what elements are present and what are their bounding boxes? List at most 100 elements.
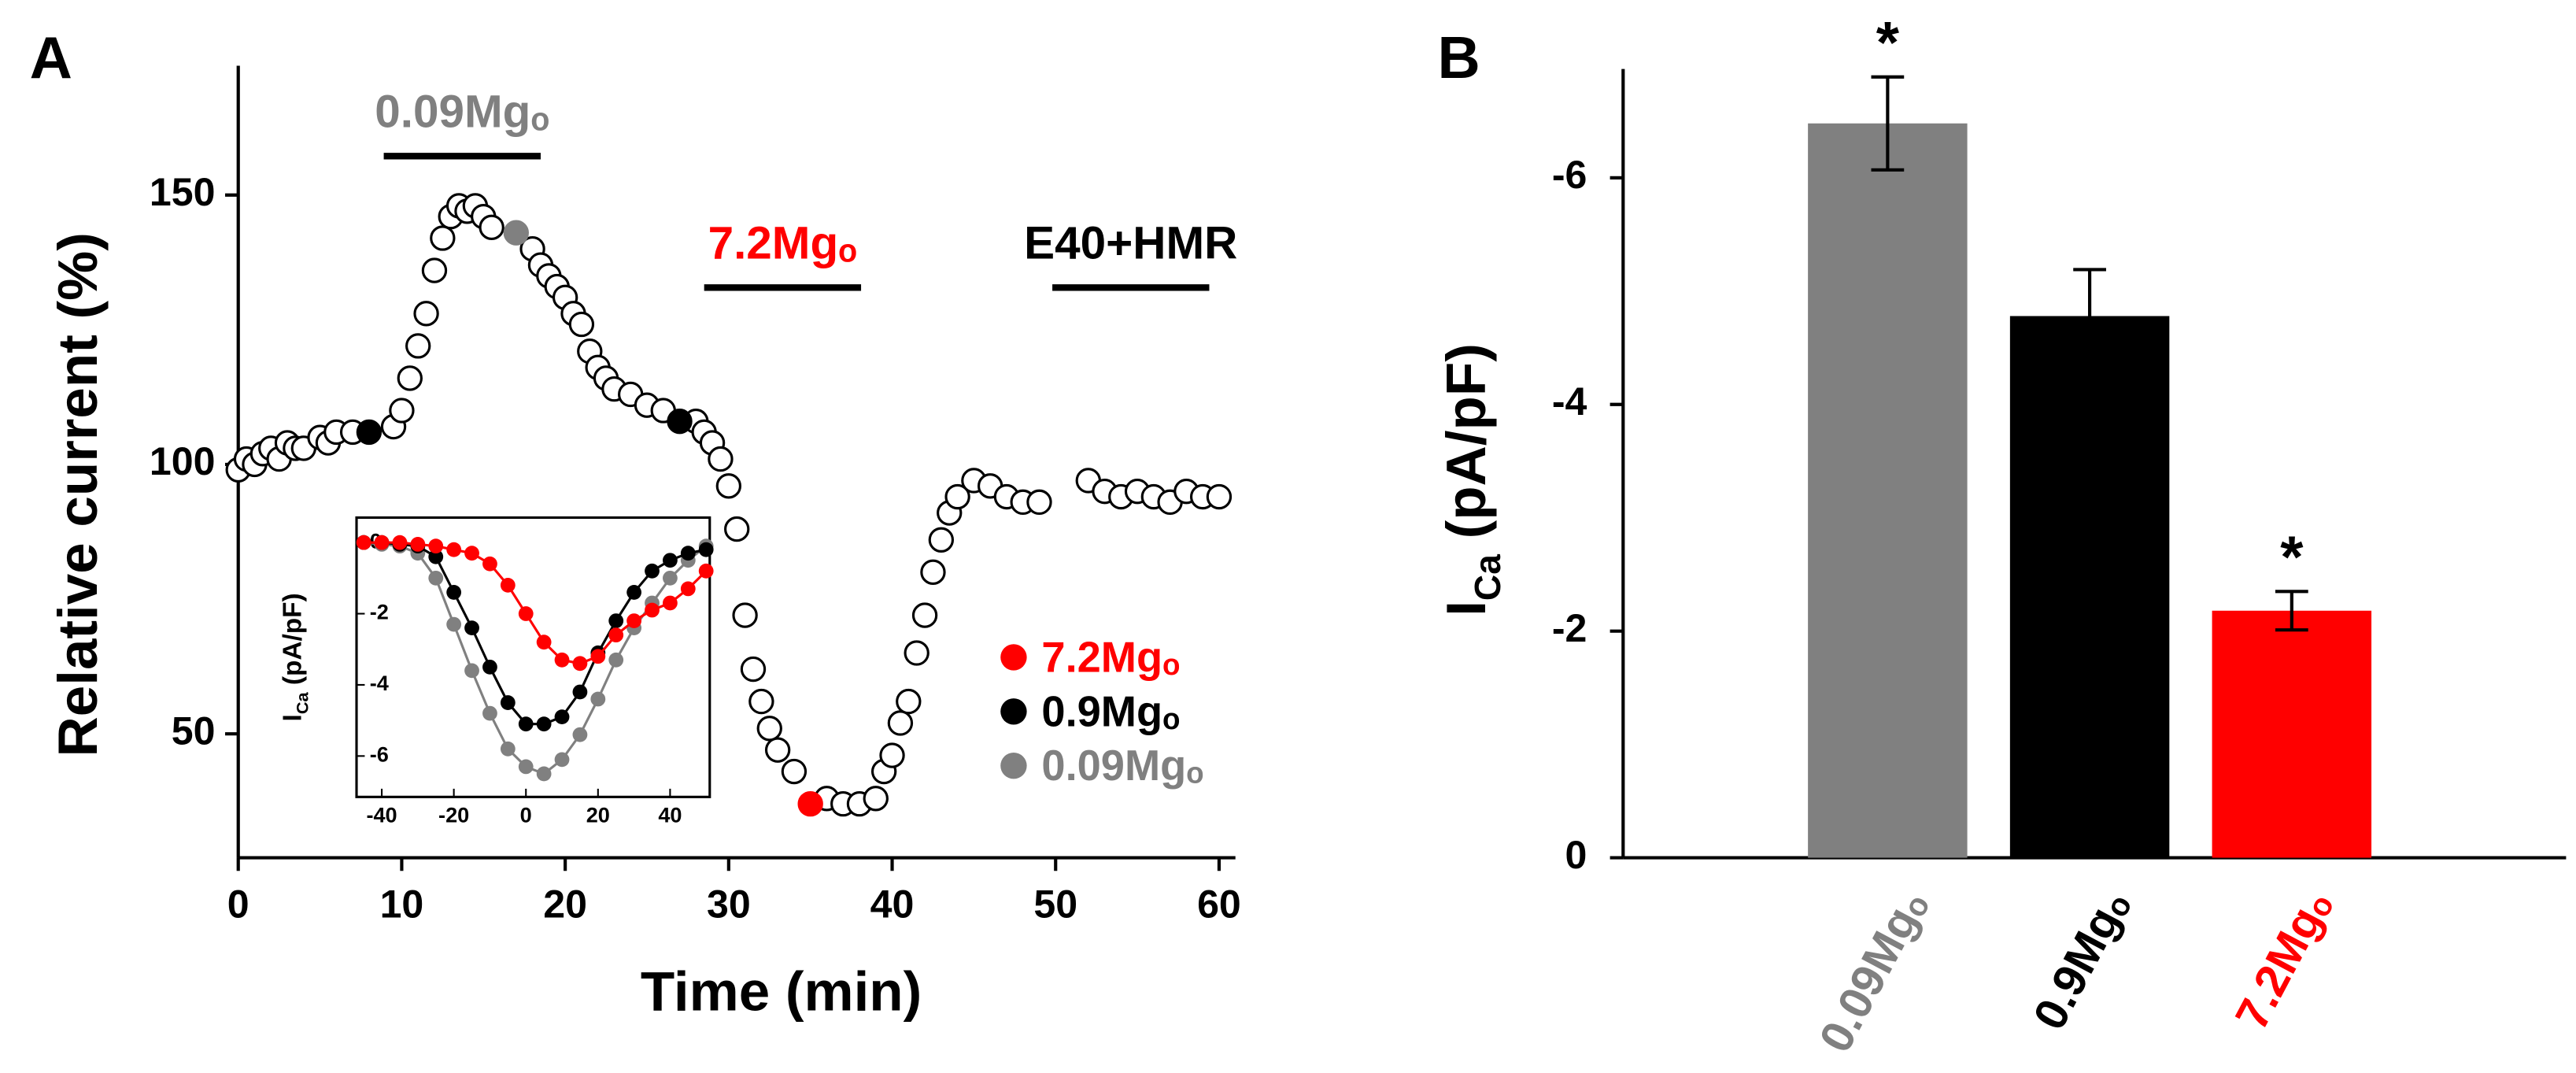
data-point xyxy=(740,656,767,683)
data-point xyxy=(572,656,588,672)
x-tick-label: -40 xyxy=(366,803,397,827)
data-point xyxy=(482,705,497,721)
data-point xyxy=(781,758,808,785)
x-tick-label: -20 xyxy=(438,803,469,827)
data-point xyxy=(536,766,552,782)
data-point xyxy=(797,790,823,817)
y-tick-label: -4 xyxy=(370,671,389,695)
panel-label: B xyxy=(1437,24,1480,91)
data-point xyxy=(572,727,588,742)
bar xyxy=(2212,610,2372,858)
x-tick-label: 7.2Mgₒ xyxy=(2226,882,2341,1038)
y-axis-label: ICa (pA/pF) xyxy=(279,593,312,721)
y-tick-label: -4 xyxy=(1552,379,1587,424)
data-point xyxy=(608,627,624,643)
data-point xyxy=(413,301,439,327)
data-point xyxy=(667,409,693,435)
data-point xyxy=(680,581,696,597)
y-tick-label: -2 xyxy=(1552,606,1587,650)
label-part: Ca xyxy=(293,692,312,715)
data-point xyxy=(608,613,624,628)
data-point xyxy=(732,602,758,628)
data-point xyxy=(863,786,889,812)
x-tick-label: 50 xyxy=(1033,882,1077,926)
data-point xyxy=(944,483,970,510)
label-part: Ca xyxy=(1467,554,1508,601)
x-tick-label: 0 xyxy=(227,882,249,926)
label-part: I xyxy=(1436,601,1498,616)
error-bar xyxy=(2275,590,2308,632)
y-tick-label: -6 xyxy=(370,742,389,767)
inset-frame xyxy=(355,516,711,798)
data-point xyxy=(479,214,504,240)
significance-mark: * xyxy=(2280,524,2304,590)
annotation-label: E40+HMR xyxy=(1024,218,1237,269)
legend-marker xyxy=(1000,752,1027,779)
y-tick-label: -6 xyxy=(1552,153,1587,197)
x-tick-label: 0.9Mgₒ xyxy=(2023,882,2138,1038)
data-point xyxy=(536,716,552,732)
data-point xyxy=(397,365,423,391)
data-point xyxy=(879,742,905,768)
data-point xyxy=(428,538,444,554)
data-point xyxy=(645,563,660,579)
data-point xyxy=(887,710,914,736)
data-point xyxy=(482,556,497,572)
data-point xyxy=(1026,489,1052,516)
x-tick-label: 20 xyxy=(586,803,610,827)
legend-label: 0.9Mgₒ xyxy=(1041,688,1180,735)
x-tick-label: 0.09Mgₒ xyxy=(1809,882,1937,1060)
data-point xyxy=(764,737,791,763)
x-tick-label: 0 xyxy=(520,803,532,827)
y-axis-label: ICa (pA/pF) xyxy=(1436,343,1508,616)
data-point xyxy=(698,563,714,579)
data-point xyxy=(421,257,448,283)
data-point xyxy=(356,419,383,446)
data-point xyxy=(663,553,678,568)
significance-mark: * xyxy=(1876,9,1900,76)
data-point xyxy=(405,333,431,359)
data-point xyxy=(663,570,678,586)
legend-marker xyxy=(1000,644,1027,671)
label-part: I xyxy=(279,714,308,721)
data-point xyxy=(536,635,552,650)
data-point xyxy=(428,549,444,564)
annotation-label: 7.2Mgₒ xyxy=(708,218,858,269)
data-point xyxy=(590,649,606,664)
data-point xyxy=(464,620,479,636)
data-point xyxy=(904,640,930,666)
data-point xyxy=(626,613,642,628)
error-bar xyxy=(1871,75,1905,172)
legend-marker xyxy=(1000,698,1027,725)
data-point xyxy=(428,570,444,586)
x-tick-label: 40 xyxy=(658,803,682,827)
data-point xyxy=(356,535,371,550)
data-point xyxy=(503,220,529,246)
x-tick-label: 20 xyxy=(543,882,587,926)
data-point xyxy=(724,516,750,542)
x-tick-label: 40 xyxy=(870,882,915,926)
data-point xyxy=(708,446,734,472)
annotation-label: 0.09Mgₒ xyxy=(375,87,549,138)
legend-label: 0.09Mgₒ xyxy=(1041,742,1203,790)
data-point xyxy=(500,741,516,757)
data-point xyxy=(464,546,479,561)
data-point xyxy=(392,535,408,550)
y-tick-label: -2 xyxy=(370,600,389,624)
label-part: (pA/pF) xyxy=(1436,343,1498,554)
data-point xyxy=(1206,483,1233,510)
data-point xyxy=(911,602,938,628)
data-point xyxy=(645,602,660,618)
data-point xyxy=(663,595,678,611)
data-point xyxy=(464,663,479,679)
data-point xyxy=(715,473,742,499)
y-tick-label: 0 xyxy=(1565,833,1587,877)
data-point xyxy=(446,542,462,557)
data-point xyxy=(590,691,606,707)
data-point xyxy=(554,652,570,668)
data-point xyxy=(500,695,516,710)
bar xyxy=(2009,316,2170,858)
data-point xyxy=(482,659,497,675)
legend-label: 7.2Mgₒ xyxy=(1041,634,1180,681)
